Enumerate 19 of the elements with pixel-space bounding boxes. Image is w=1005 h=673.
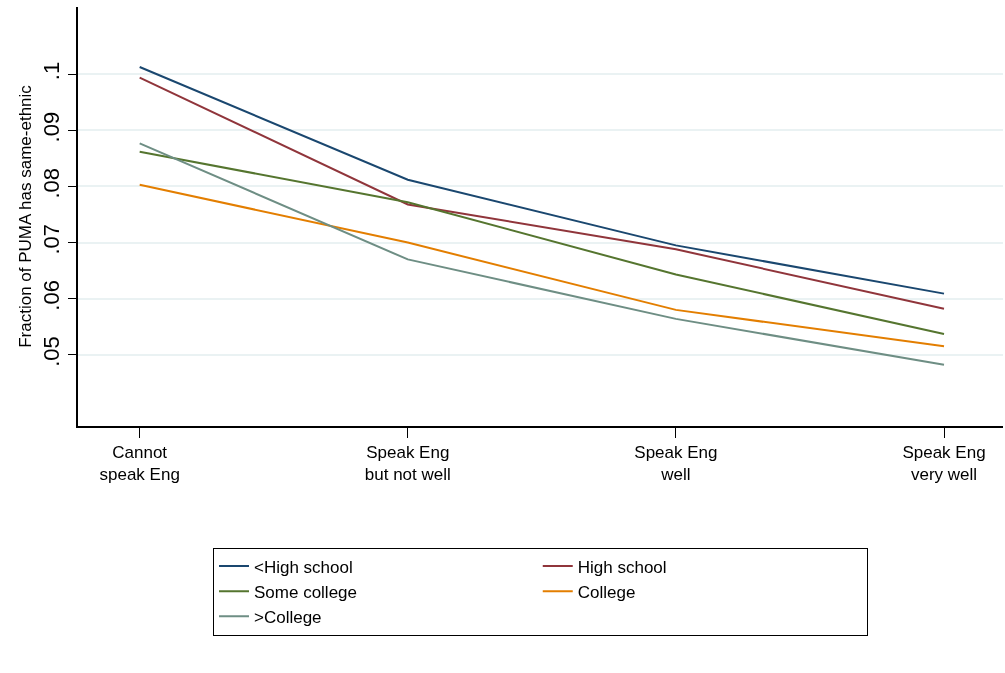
legend-label: Some college [254,582,358,602]
y-tick-label: .09 [39,111,65,143]
legend-label: <High school [254,557,353,577]
x-tick-label: Cannot speak Eng [99,443,180,485]
line-series [138,142,946,366]
x-tick-label: Speak Eng but not well [364,443,451,485]
legend-label: High school [577,557,667,577]
x-tick-label: Speak Eng very well [902,443,986,485]
legend-label: >College [254,607,322,627]
y-tick-label: .06 [39,280,65,311]
y-axis-title: Fraction of PUMA has same-ethnic [15,84,35,348]
y-tick-label: .07 [39,223,65,255]
line-series [138,150,946,336]
y-tick-label: .1 [39,61,65,81]
y-tick-label: .05 [39,336,65,367]
legend-label: College [577,582,636,602]
x-tick-label: Speak Eng well [634,443,718,485]
line-series [138,183,946,348]
y-tick-label: .08 [39,167,65,199]
